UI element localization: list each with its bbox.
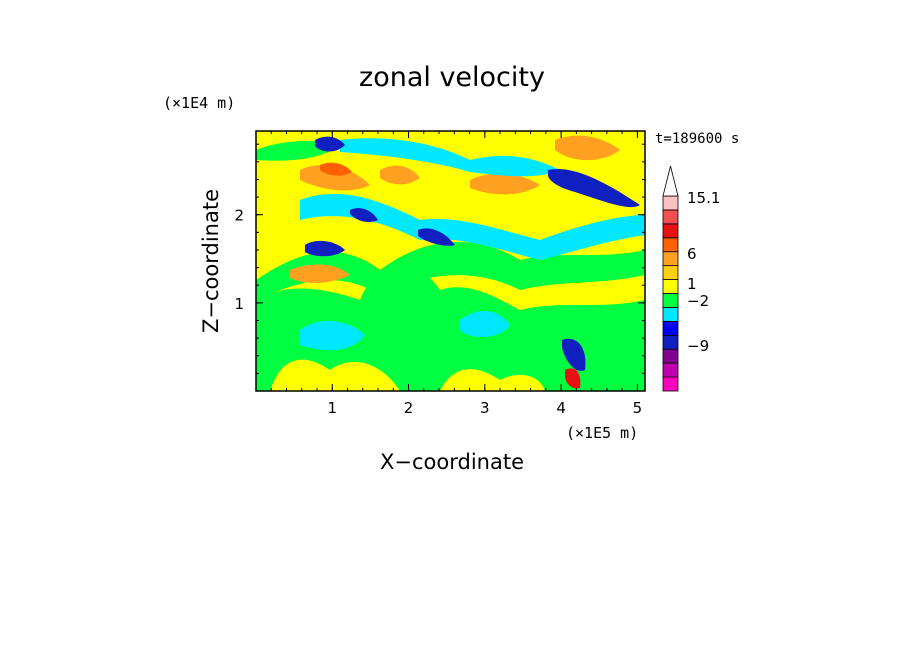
colorbar-segment bbox=[662, 251, 679, 267]
field-region-red-2 bbox=[320, 162, 352, 176]
x-axis-ticks: 1 2 3 4 5 bbox=[270, 131, 643, 417]
colorbar-label: −9 bbox=[687, 337, 709, 355]
chart-title: zonal velocity bbox=[359, 62, 545, 93]
field-region-blue-jet-2 bbox=[548, 168, 640, 208]
colorbar-segment bbox=[662, 279, 679, 294]
colorbar-segment bbox=[662, 237, 679, 253]
colorbar-label: 1 bbox=[687, 275, 697, 293]
plot-frame bbox=[255, 130, 646, 392]
y-unit-label: (×1E4 m) bbox=[163, 94, 235, 112]
x-tick-label: 4 bbox=[556, 399, 566, 417]
colorbar-segment bbox=[662, 195, 679, 211]
time-label: t=189600 s bbox=[655, 131, 739, 147]
colorbar-segment bbox=[662, 209, 679, 225]
colorbar bbox=[662, 165, 679, 392]
colorbar-segment bbox=[662, 320, 679, 336]
field-region-orange-2 bbox=[300, 165, 370, 191]
field-region-orange-4 bbox=[470, 173, 540, 195]
colorbar-segment bbox=[662, 265, 679, 280]
colorbar-labels: 15.1 6 1−2 −9 bbox=[687, 189, 720, 355]
colorbar-segment bbox=[662, 376, 679, 392]
field-region-orange-top-right bbox=[555, 135, 620, 161]
field-region-blue-jet-1 bbox=[315, 136, 345, 152]
y-tick-label: 2 bbox=[234, 207, 244, 225]
colorbar-label: 6 bbox=[687, 245, 697, 263]
x-tick-label: 2 bbox=[404, 399, 414, 417]
colorbar-segment bbox=[662, 334, 679, 350]
field-region-blue-jet-5 bbox=[350, 208, 378, 223]
x-axis-label: X−coordinate bbox=[380, 450, 524, 474]
colorbar-label: −2 bbox=[687, 292, 709, 310]
x-unit-label: (×1E5 m) bbox=[566, 424, 638, 442]
field-region-red-1 bbox=[565, 368, 581, 389]
x-tick-label: 1 bbox=[328, 399, 338, 417]
field-region-cyan-low bbox=[300, 320, 365, 351]
field-region-yellow-bottom-2 bbox=[440, 369, 545, 391]
x-tick-label: 3 bbox=[480, 399, 490, 417]
colorbar-segment bbox=[662, 223, 679, 239]
field-region-cyan-mid bbox=[460, 310, 510, 337]
field-region-cyan-top bbox=[340, 138, 560, 177]
y-axis-label: Z−coordinate bbox=[199, 189, 223, 333]
field-region-blue-jet-6 bbox=[562, 338, 586, 371]
colorbar-segment bbox=[662, 362, 679, 378]
field-region-cyan-upper bbox=[300, 193, 645, 260]
field-region-blue-jet-3 bbox=[305, 240, 345, 257]
colorbar-extend-arrow bbox=[662, 165, 679, 197]
velocity-field bbox=[256, 131, 645, 391]
field-region-blue-jet-4 bbox=[418, 228, 455, 246]
x-tick-label: 5 bbox=[633, 399, 643, 417]
y-axis-ticks: 12 bbox=[234, 143, 645, 374]
colorbar-segment bbox=[662, 348, 679, 364]
y-tick-label: 1 bbox=[234, 295, 244, 313]
field-region-yellow-bottom bbox=[270, 359, 400, 391]
field-region-orange-1 bbox=[290, 264, 350, 283]
field-region-orange-3 bbox=[380, 165, 420, 185]
colorbar-segment bbox=[662, 307, 679, 322]
colorbar-label: 15.1 bbox=[687, 189, 720, 207]
field-region-green-low bbox=[256, 265, 645, 391]
colorbar-segment bbox=[662, 293, 679, 308]
